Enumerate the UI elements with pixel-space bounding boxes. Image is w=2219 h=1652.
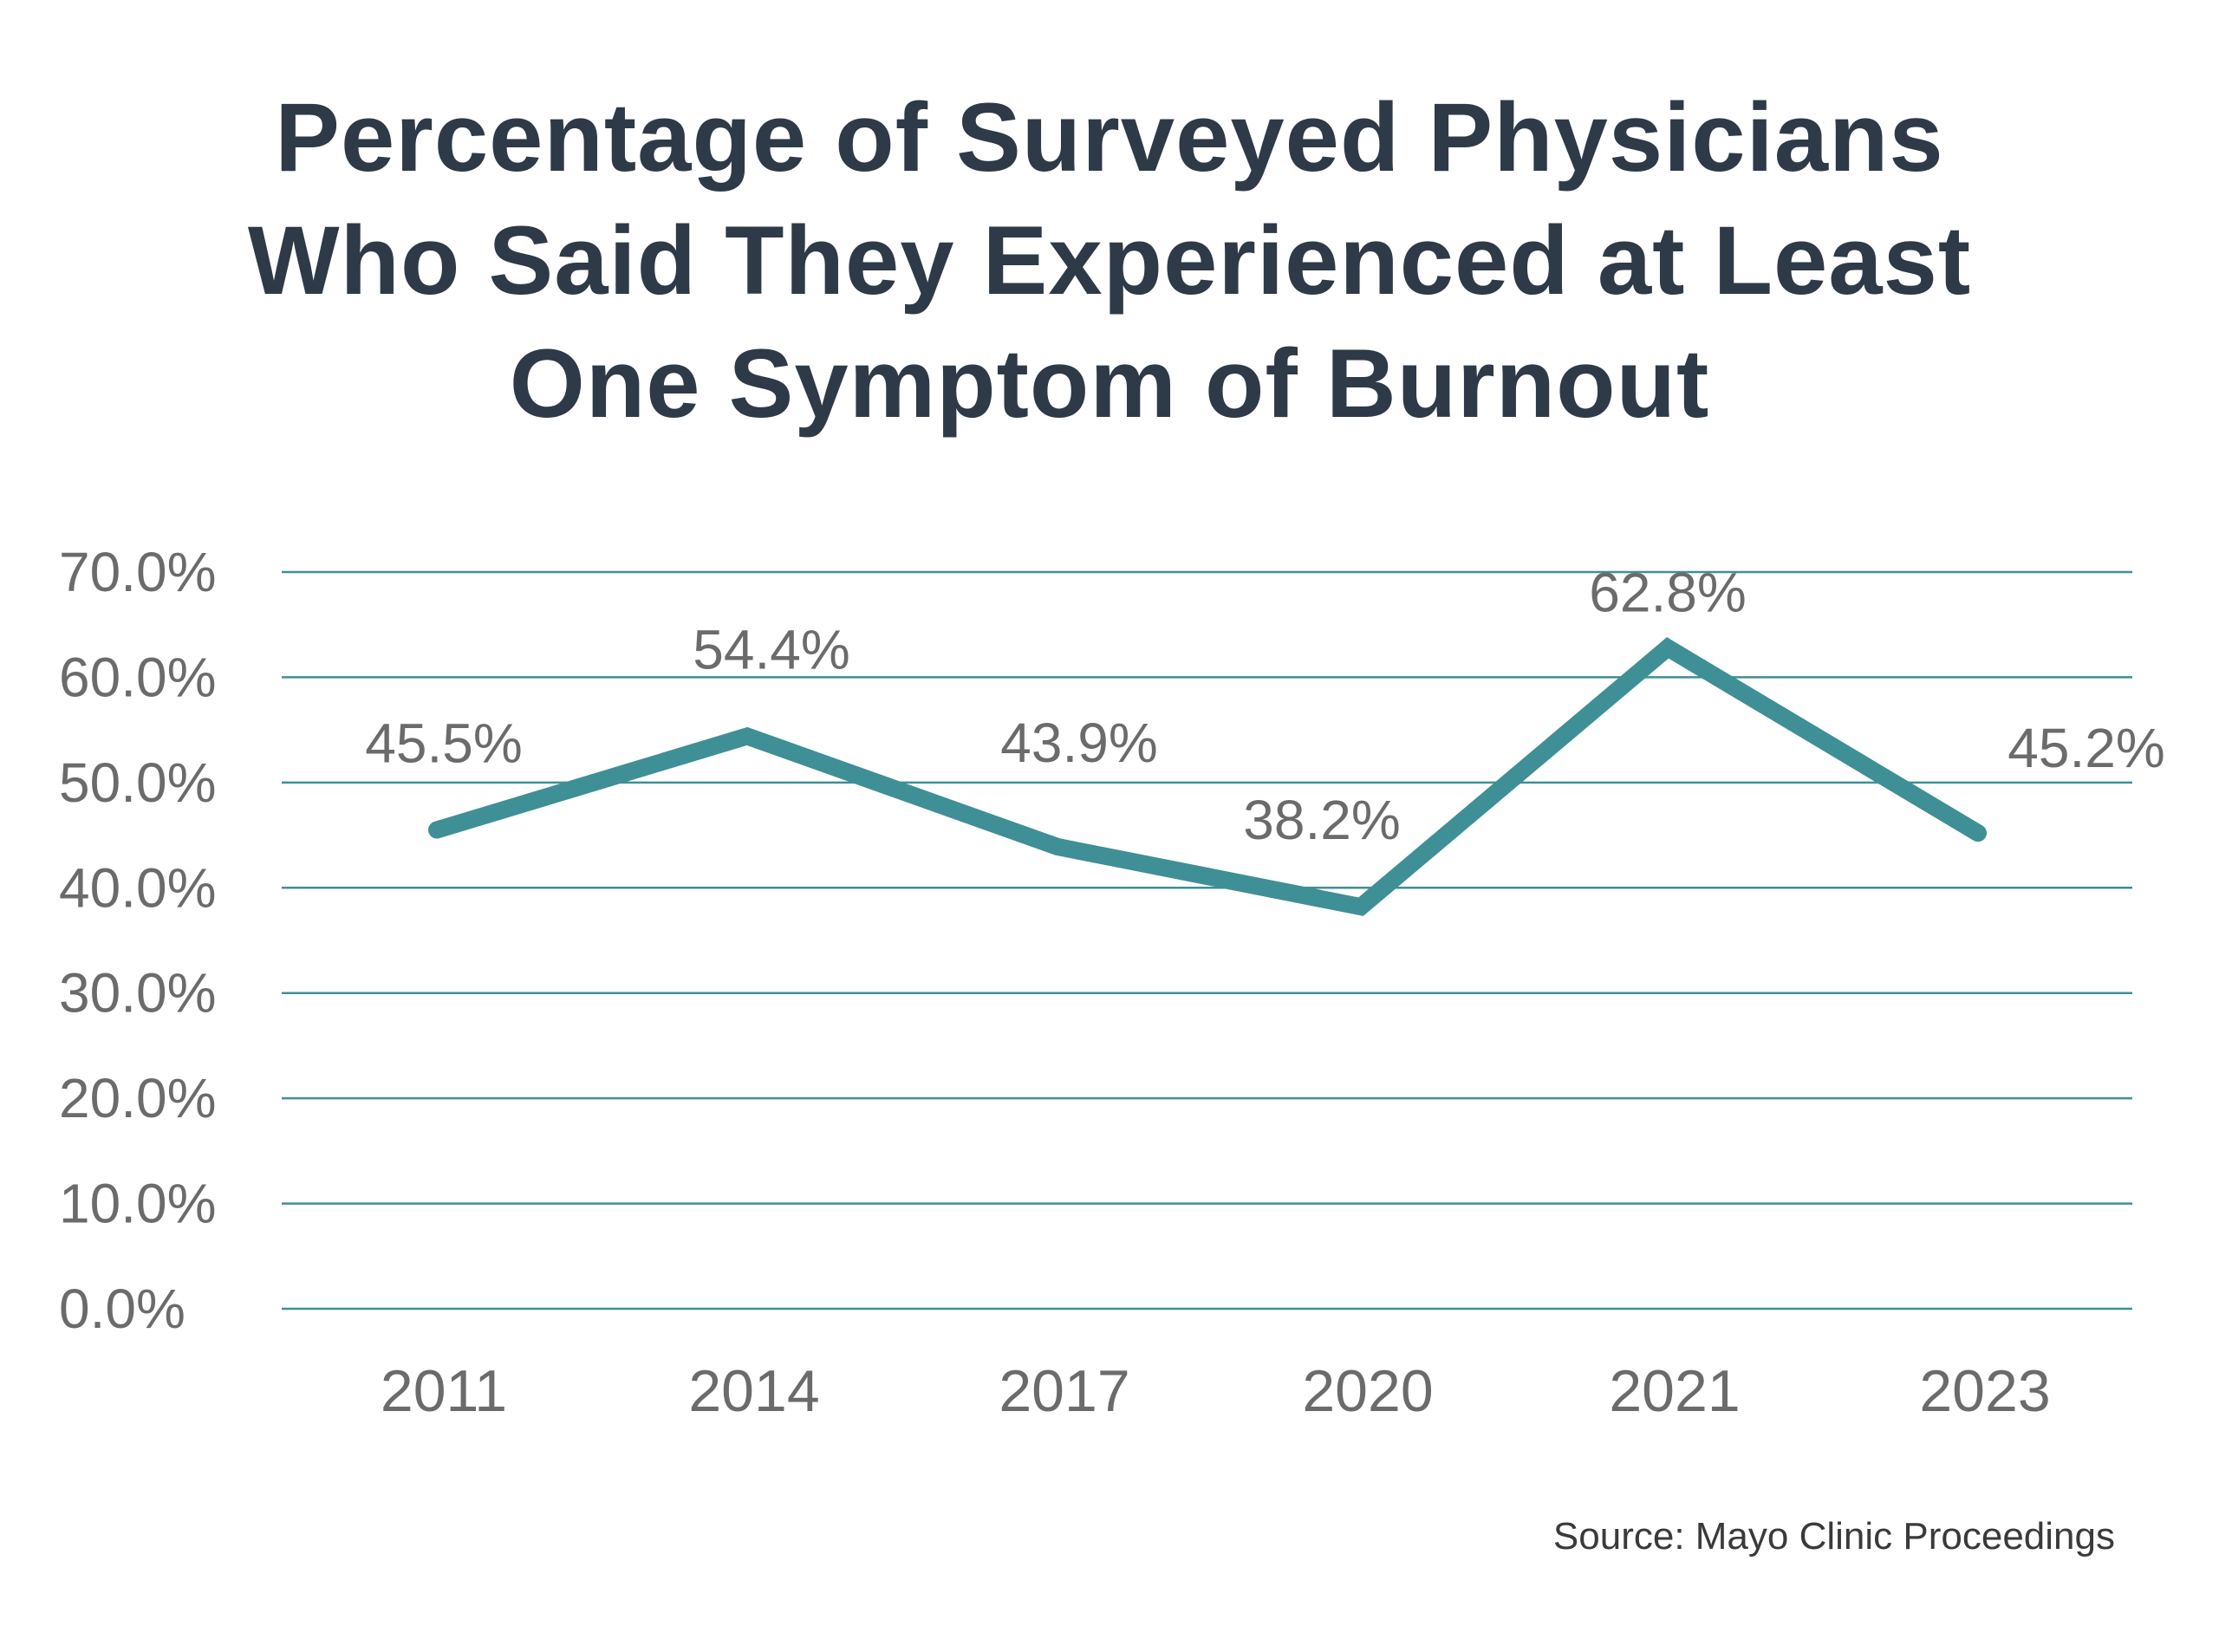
data-label: 43.9% [1000,712,1157,774]
x-axis-ticks: 2011 2014 2017 2020 2021 2023 [381,1358,2051,1424]
data-label: 45.5% [365,712,522,775]
x-tick-label: 2021 [1609,1358,1740,1424]
source-note: Source: Mayo Clinic Proceedings [1552,1515,2115,1558]
data-point [746,735,748,738]
chart-title-line-1: Percentage of Surveyed Physicians [275,83,1944,192]
y-tick-label: 10.0% [59,1173,216,1235]
data-label: 62.8% [1589,561,1746,623]
data-labels: 45.5% 54.4% 43.9% 38.2% 62.8% 45.2% [365,561,2164,851]
data-label: 45.2% [2008,717,2164,779]
y-tick-label: 30.0% [59,962,216,1024]
series-line-group [428,637,1987,916]
gridlines [282,570,2132,1311]
x-tick-label: 2023 [1919,1358,2050,1424]
data-point [1360,906,1362,908]
y-tick-label: 0.0% [59,1278,185,1340]
x-tick-label: 2020 [1302,1358,1433,1424]
data-point [436,829,438,831]
x-tick-label: 2017 [999,1358,1129,1424]
x-tick-label: 2014 [688,1358,819,1424]
data-label: 54.4% [693,618,849,680]
chart-title-line-3: One Symptom of Burnout [509,329,1710,438]
y-tick-label: 20.0% [59,1067,216,1129]
series-line [428,637,1987,916]
y-tick-label: 60.0% [59,646,216,708]
y-tick-label: 40.0% [59,856,216,919]
x-tick-label: 2011 [381,1358,507,1424]
y-tick-label: 50.0% [59,751,216,814]
data-point [1977,832,1979,835]
data-point [1057,845,1058,848]
data-point [1667,647,1669,649]
chart-title-line-2: Who Said They Experienced at Least [247,206,1972,315]
data-label: 38.2% [1243,789,1400,851]
chart-title: Percentage of Surveyed Physicians Who Sa… [156,76,2063,446]
y-tick-label: 70.0% [59,541,216,603]
y-axis-ticks: 0.0% 10.0% 20.0% 30.0% 40.0% 50.0% 60.0% 70.0% [59,541,216,1340]
